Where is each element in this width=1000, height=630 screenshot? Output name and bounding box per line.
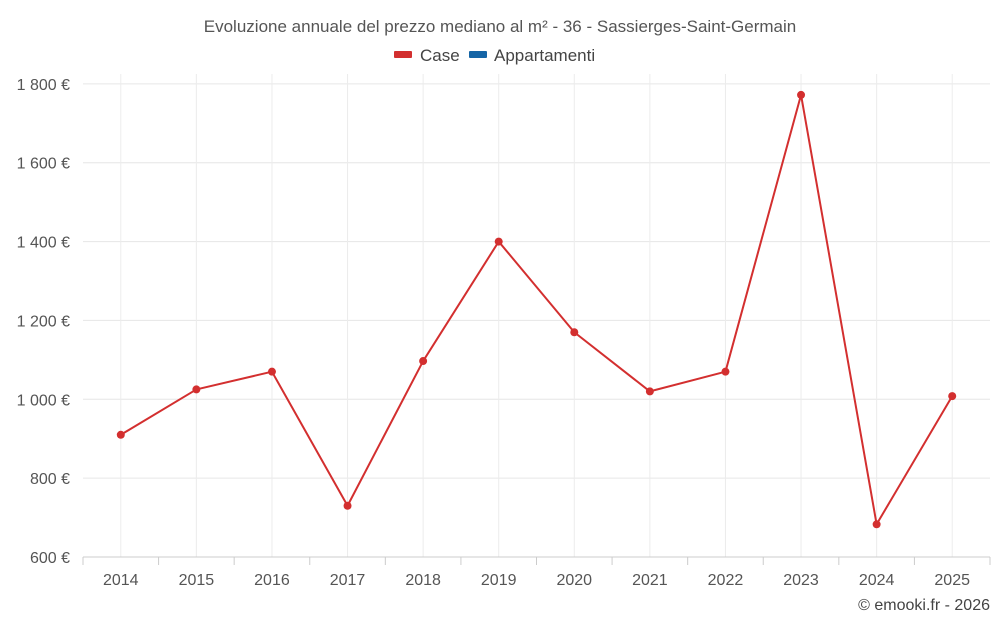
- y-axis: 600 € 800 € 1 000 € 1 200 € 1 400 € 1 600 € 1 …: [17, 77, 70, 567]
- y-tick-label: 1 000 €: [17, 392, 70, 409]
- chart-title: Evoluzione annuale del prezzo mediano al…: [204, 17, 796, 36]
- x-tick-label: 2016: [254, 572, 290, 589]
- legend-swatch-appartamenti: [469, 51, 487, 58]
- y-tick-label: 1 800 €: [17, 77, 70, 94]
- data-point-2019[interactable]: [494, 237, 503, 246]
- x-tick-label: 2014: [103, 572, 139, 589]
- x-tick-label: 2023: [783, 572, 819, 589]
- legend-label-case[interactable]: Case: [420, 46, 460, 65]
- x-tick-label: 2018: [405, 572, 441, 589]
- data-point-2014[interactable]: [116, 430, 125, 439]
- data-point-2022[interactable]: [721, 367, 730, 376]
- grid: [83, 74, 990, 557]
- x-axis: 2014 2015 2016 2017 2018 2019 2020 2021 2022 2023…: [82, 556, 991, 589]
- data-point-2021[interactable]: [645, 387, 654, 396]
- series-line-case: [120, 93, 954, 526]
- data-point-2024[interactable]: [872, 520, 881, 529]
- x-tick-label: 2024: [859, 572, 895, 589]
- data-point-2015[interactable]: [192, 385, 201, 394]
- y-tick-label: 800 €: [30, 471, 70, 488]
- y-tick-label: 1 200 €: [17, 313, 70, 330]
- y-tick-label: 1 600 €: [17, 156, 70, 173]
- x-tick-label: 2019: [481, 572, 517, 589]
- data-point-2025[interactable]: [948, 392, 957, 401]
- credit-text: © emooki.fr - 2026: [858, 597, 990, 614]
- data-point-2020[interactable]: [570, 328, 579, 337]
- data-point-2018[interactable]: [419, 357, 428, 366]
- x-tick-label: 2017: [330, 572, 366, 589]
- data-point-2016[interactable]: [267, 367, 276, 376]
- x-tick-label: 2020: [556, 572, 592, 589]
- legend-label-appartamenti[interactable]: Appartamenti: [494, 46, 595, 65]
- series-layer: [116, 90, 957, 529]
- legend: Case Appartamenti: [394, 46, 595, 65]
- x-tick-label: 2015: [179, 572, 215, 589]
- data-point-2017[interactable]: [343, 501, 352, 510]
- y-tick-label: 600 €: [30, 550, 70, 567]
- legend-swatch-case: [394, 51, 412, 58]
- x-tick-label: 2022: [708, 572, 744, 589]
- data-point-2023[interactable]: [797, 90, 806, 99]
- x-tick-label: 2021: [632, 572, 668, 589]
- y-tick-label: 1 400 €: [17, 235, 70, 252]
- x-tick-label: 2025: [934, 572, 970, 589]
